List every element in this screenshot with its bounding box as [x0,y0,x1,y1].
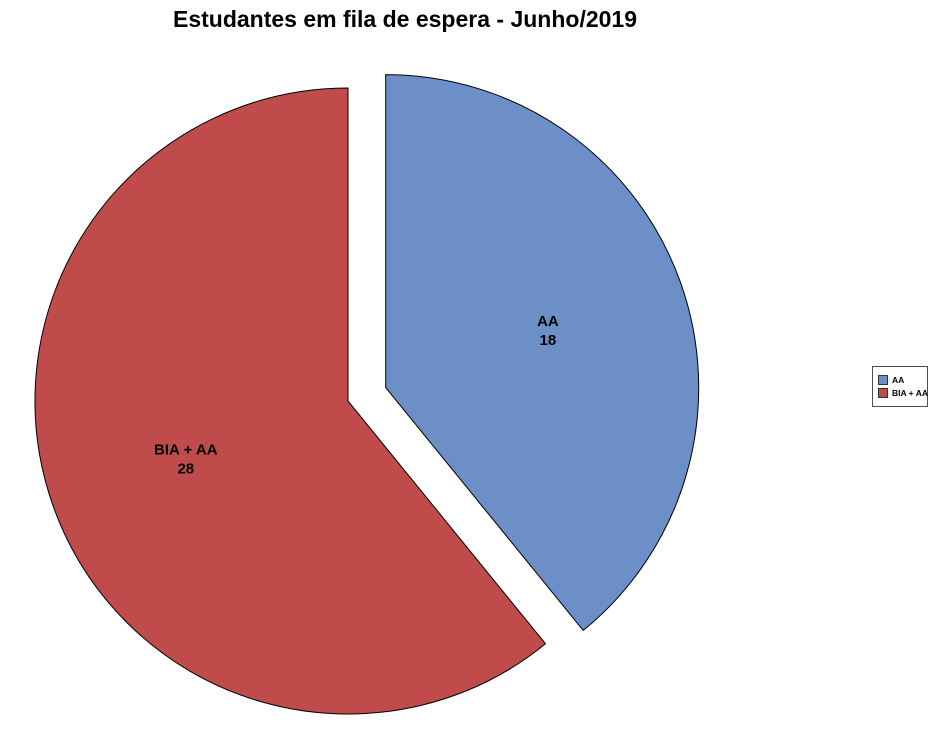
slice-label-value: 28 [177,461,194,478]
pie-slice-aa[interactable] [385,74,700,632]
slice-label-value: 18 [540,332,557,349]
legend-label-aa: AA [892,375,905,385]
legend-swatch-bia-aa-icon [878,388,888,398]
legend-label-bia-aa: BIA + AA [892,388,928,398]
legend-swatch-aa-icon [878,375,888,385]
pie-slice-bia-aa[interactable] [34,87,547,715]
slice-label-name: AA [537,313,559,330]
chart-title: Estudantes em fila de espera - Junho/201… [173,6,637,32]
legend-item-bia-aa[interactable]: BIA + AA [878,388,928,398]
legend[interactable]: AA BIA + AA [872,366,928,407]
legend-item-aa[interactable]: AA [878,375,923,385]
slice-label-name: BIA + AA [154,442,218,459]
